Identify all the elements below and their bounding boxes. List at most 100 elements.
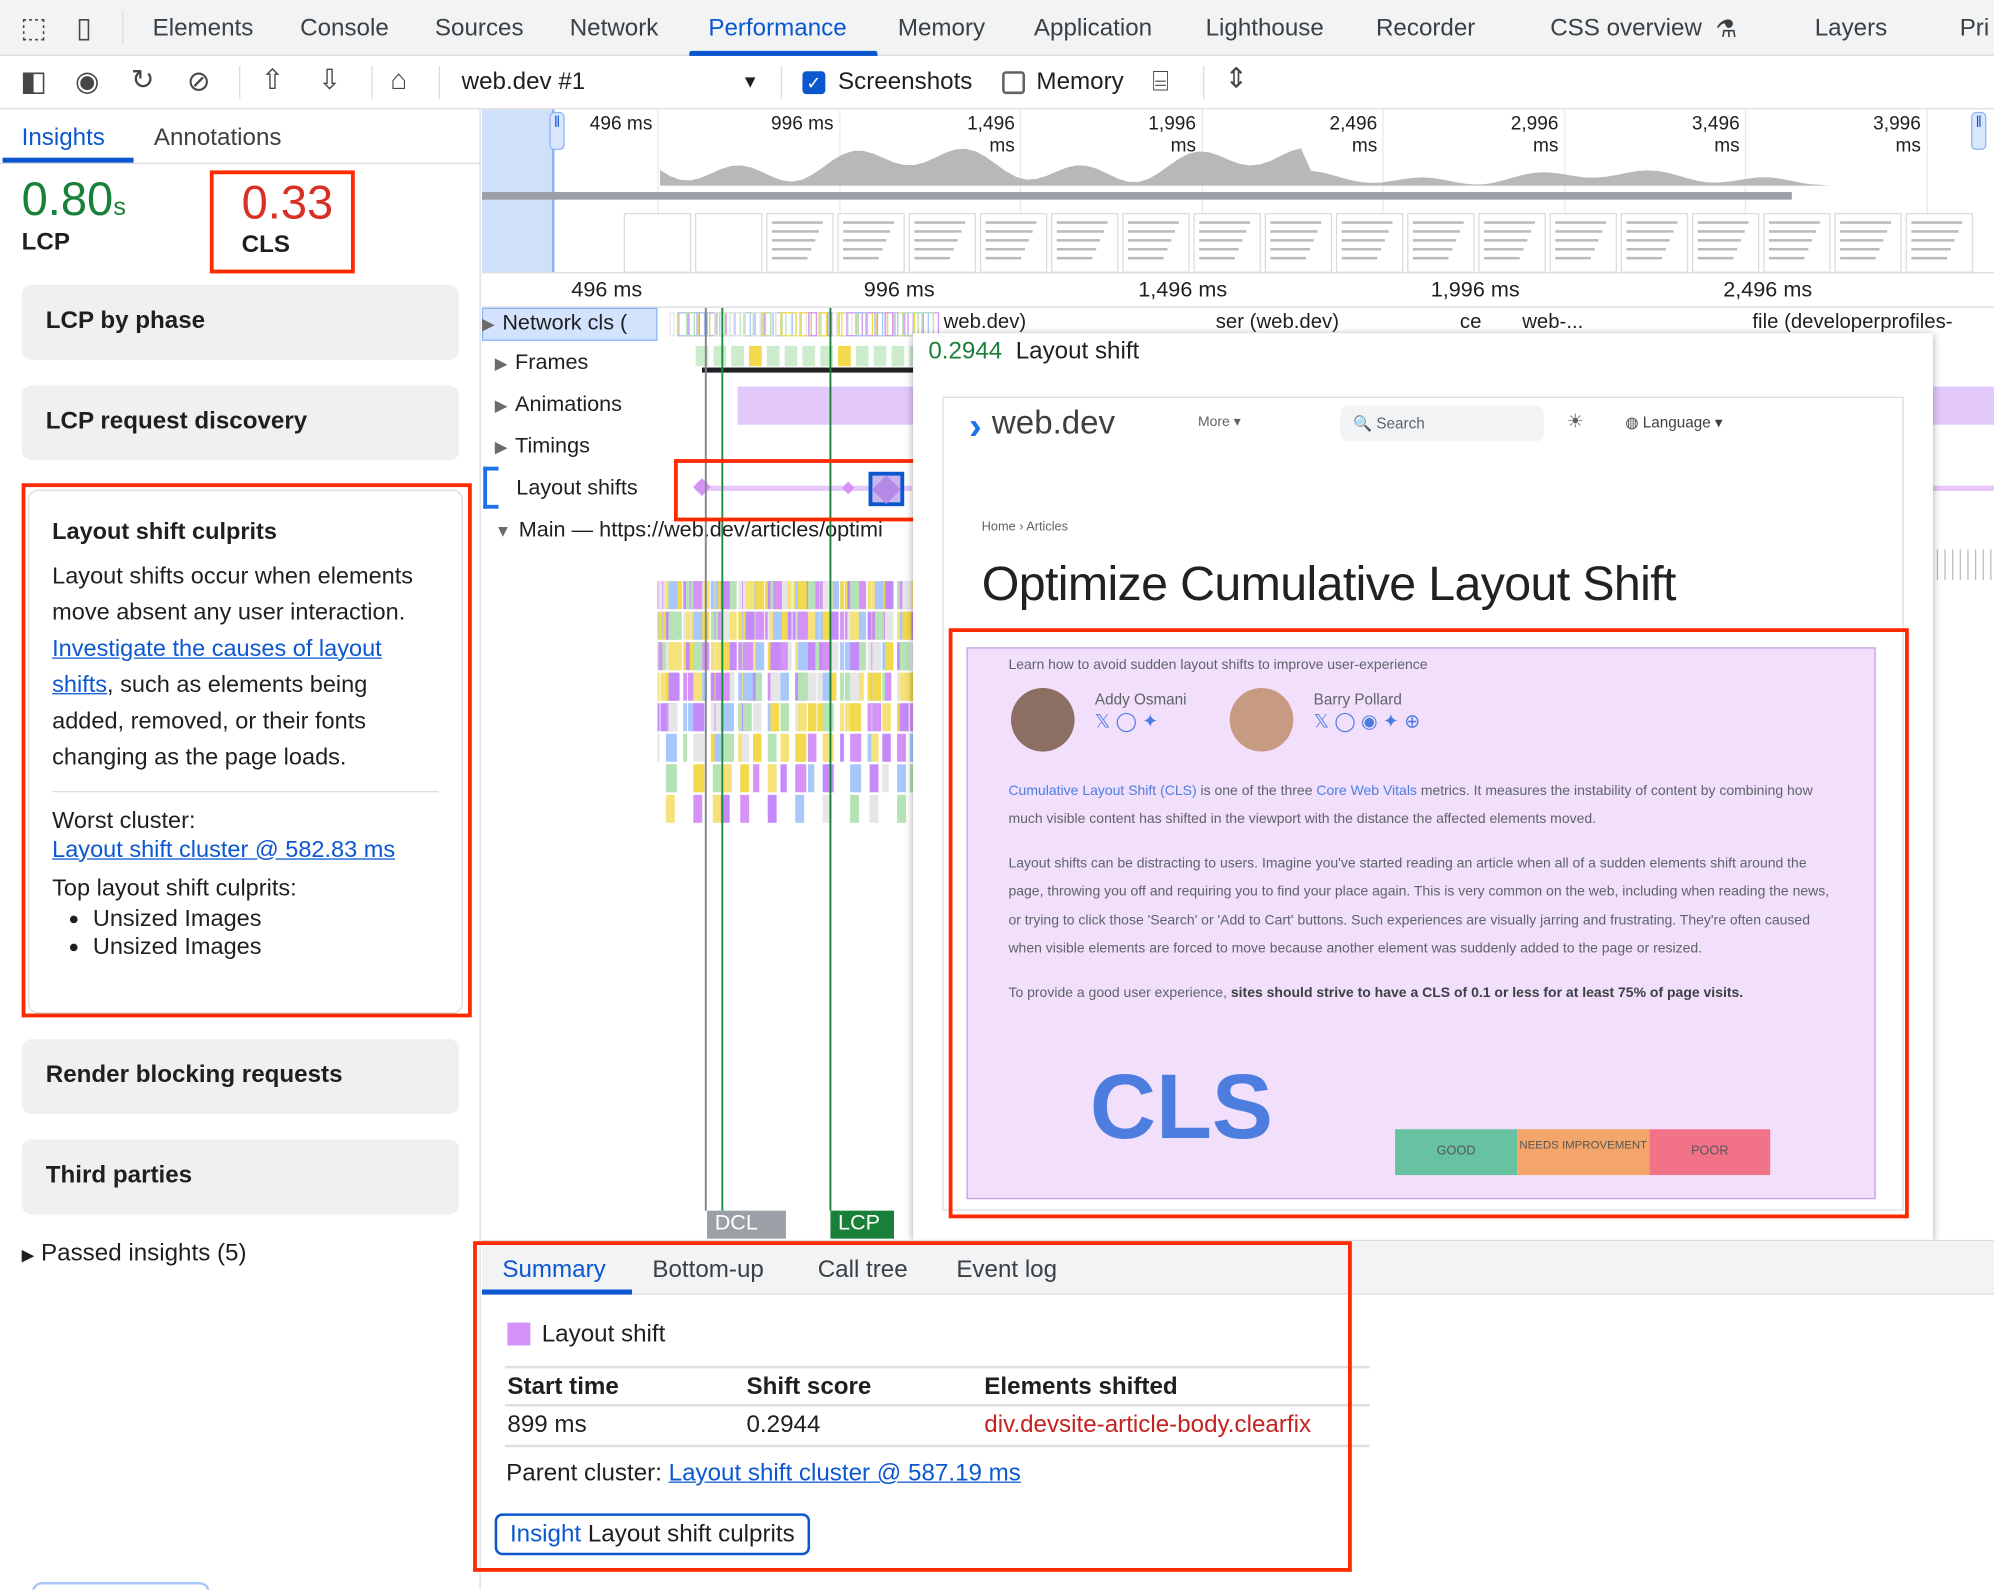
tab-performance[interactable]: Performance: [708, 15, 847, 42]
investigate-link[interactable]: Investigate the causes of layout shifts: [52, 633, 382, 697]
insight-chip[interactable]: Insight Layout shift culprits: [494, 1513, 810, 1556]
culprit-item: Unsized Images: [93, 904, 439, 932]
toggle-sidebar-icon[interactable]: ◧: [20, 64, 47, 97]
track-timings[interactable]: ▶ Timings: [494, 433, 590, 458]
worst-cluster-link[interactable]: Layout shift cluster @ 582.83 ms: [52, 834, 396, 862]
main-thread-task: [850, 794, 860, 823]
cls-metric[interactable]: 0.33 CLS: [209, 170, 355, 274]
network-request[interactable]: file (developerprofiles-: [1752, 311, 1953, 334]
network-request[interactable]: ser (web.dev): [1215, 311, 1340, 334]
left-range-handle[interactable]: ‖: [549, 111, 565, 151]
right-range-handle[interactable]: ‖: [1971, 111, 1987, 151]
screenshots-checkbox[interactable]: ✓: [802, 71, 826, 95]
network-request[interactable]: web-...: [1522, 311, 1584, 334]
main-thread-task: [909, 733, 917, 762]
parent-cluster-label: Parent cluster:: [506, 1459, 669, 1487]
main-thread-task: [857, 642, 864, 671]
main-thread-task: [840, 611, 844, 640]
dcl-marker[interactable]: DCL: [707, 1210, 786, 1239]
insight-third-parties[interactable]: Third parties: [21, 1139, 460, 1215]
thumbnail-text: [1555, 230, 1603, 233]
track-main[interactable]: ▼ Main — https://web.dev/articles/optimi: [494, 517, 883, 542]
tab-more[interactable]: Pri: [1959, 15, 1990, 42]
thumbnail-text: [1127, 247, 1168, 251]
passed-insights-toggle[interactable]: ▶ Passed insights (5): [21, 1239, 247, 1267]
main-thread-task: [668, 642, 678, 671]
insight-lcp-request-discovery[interactable]: LCP request discovery: [21, 385, 460, 461]
network-request-bar: [780, 312, 797, 337]
main-thread-task: [830, 672, 837, 701]
main-thread-task: [700, 642, 708, 671]
frame: [713, 345, 727, 367]
lcp-metric[interactable]: 0.80s LCP: [21, 172, 126, 256]
frame: [749, 345, 762, 367]
tab-recorder[interactable]: Recorder: [1375, 15, 1476, 42]
recording-select[interactable]: web.dev #1: [461, 68, 586, 96]
tab-elements[interactable]: Elements: [152, 15, 254, 42]
shifted-element-link[interactable]: div.devsite-article-body.clearfix: [984, 1411, 1312, 1439]
tab-layers[interactable]: Layers: [1814, 15, 1888, 42]
main-thread-task: [887, 703, 891, 732]
tab-application[interactable]: Application: [1033, 15, 1153, 42]
author-avatar: [1229, 687, 1294, 751]
main-thread-task: [720, 611, 730, 640]
main-thread-task: [840, 581, 844, 610]
main-thread-task: [850, 703, 860, 732]
tab-css-overview[interactable]: CSS overview: [1550, 15, 1702, 42]
tab-event-log[interactable]: Event log: [956, 1256, 1058, 1284]
insight-layout-shift-culprits[interactable]: Layout shift culprits Layout shifts occu…: [21, 483, 472, 1018]
main-thread-task: [668, 703, 678, 732]
upload-icon[interactable]: ⇧: [260, 63, 285, 96]
layout-shift: [841, 481, 855, 495]
track-animations[interactable]: ▶ Animations: [494, 391, 623, 416]
main-thread-task: [897, 764, 906, 793]
worst-cluster-label: Worst cluster:: [52, 805, 196, 833]
home-icon[interactable]: ⌂: [390, 63, 408, 96]
thumbnail-text: [985, 239, 1029, 242]
insight-render-blocking[interactable]: Render blocking requests: [21, 1038, 460, 1115]
tab-console[interactable]: Console: [300, 15, 389, 42]
tab-annotations[interactable]: Annotations: [153, 124, 282, 152]
thumbnail-text: [1555, 239, 1599, 242]
tab-summary[interactable]: Summary: [502, 1256, 606, 1284]
track-frames[interactable]: ▶ Frames: [494, 349, 589, 374]
main-thread-task: [822, 794, 832, 823]
flame-chart[interactable]: [657, 307, 1994, 1240]
reload-record-icon[interactable]: ↻: [130, 63, 155, 96]
tab-lighthouse[interactable]: Lighthouse: [1205, 15, 1324, 42]
collapse-icon[interactable]: ⇕: [1224, 62, 1249, 95]
thumbnail-text: [1270, 230, 1318, 233]
network-request[interactable]: ce: [1459, 311, 1482, 334]
download-icon[interactable]: ⇩: [317, 63, 342, 96]
devtools-tab-bar: ⬚ ▯ Elements Console Sources Network Per…: [0, 0, 1994, 56]
inspect-element-icon[interactable]: ⬚: [20, 11, 47, 44]
thumbnail-text: [985, 221, 1037, 224]
device-toolbar-icon[interactable]: ▯: [76, 11, 92, 44]
tab-insights[interactable]: Insights: [21, 124, 105, 152]
tab-call-tree[interactable]: Call tree: [817, 1256, 908, 1284]
clear-icon[interactable]: ⊘: [186, 64, 211, 97]
thumbnail-text: [985, 256, 1022, 260]
track-network[interactable]: ▶ Network cls (: [481, 310, 628, 335]
lcp-marker[interactable]: LCP: [830, 1210, 895, 1239]
overview-tick: 996 ms: [771, 113, 834, 135]
track-layout-shifts[interactable]: Layout shifts: [516, 475, 638, 500]
tab-bottom-up[interactable]: Bottom-up: [652, 1256, 764, 1284]
tab-sources[interactable]: Sources: [434, 15, 524, 42]
thumbnail-text: [771, 256, 808, 260]
dropdown-arrow-icon[interactable]: ▼: [741, 71, 760, 92]
main-thread-task: [720, 642, 730, 671]
overview-tick: 1,996 ms: [1148, 113, 1197, 157]
tab-memory[interactable]: Memory: [897, 15, 986, 42]
tab-network[interactable]: Network: [569, 15, 659, 42]
insight-lcp-by-phase[interactable]: LCP by phase: [21, 284, 460, 360]
selected-layout-shift[interactable]: [868, 471, 905, 507]
memory-checkbox[interactable]: [1002, 71, 1025, 95]
main-thread-task: [817, 672, 827, 701]
main-thread-task: [812, 611, 817, 640]
garbage-collect-icon[interactable]: ⌸: [1152, 64, 1169, 97]
parent-cluster-link[interactable]: Layout shift cluster @ 587.19 ms: [668, 1459, 1021, 1487]
main-thread-task: [710, 611, 715, 640]
record-icon[interactable]: ◉: [75, 64, 100, 97]
network-request[interactable]: web.dev): [943, 311, 1027, 334]
